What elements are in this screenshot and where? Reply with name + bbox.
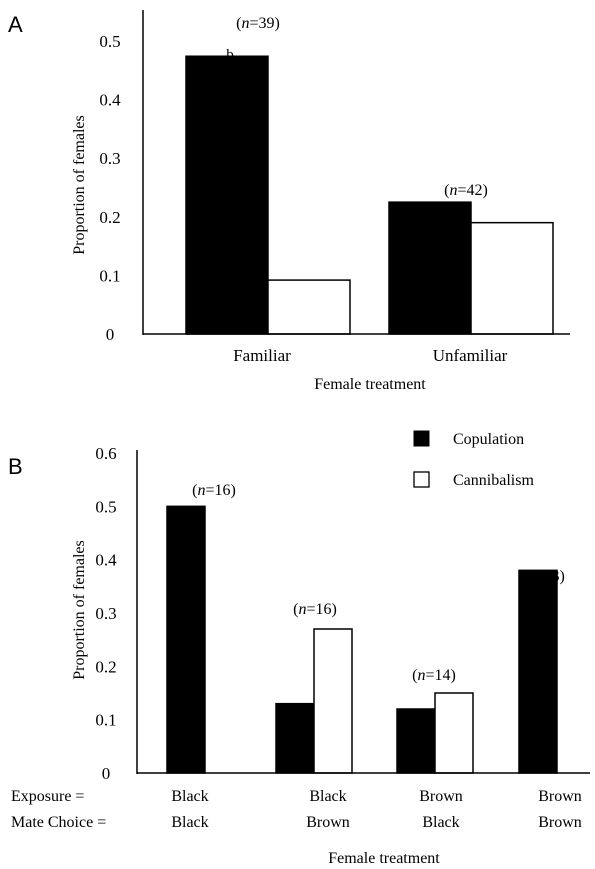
panel-b-bar-copulation-black-brown — [275, 702, 315, 774]
panel-a-ytick-1: 0.1 — [99, 266, 120, 285]
significance-letter-unfamiliar: a — [428, 199, 435, 215]
panel-a-ytick-4: 0.4 — [99, 91, 121, 110]
mate-choice-value-black-brown: Brown — [306, 814, 350, 831]
exposure-value-brown-black: Brown — [419, 788, 463, 805]
panel-b-sample-size-brown-brown: (n=13) — [521, 568, 565, 585]
panel-a-ylabel: Proportion of females — [71, 115, 88, 255]
panel-b-label: B — [8, 454, 23, 479]
exposure-value-brown-brown: Brown — [538, 788, 582, 805]
sample-size-unfamiliar: (n=42) — [444, 182, 488, 199]
panel-b-sample-size-black-black: (n=16) — [192, 482, 236, 499]
panel-b-ytick-0: 0 — [102, 764, 111, 783]
panel-a-ytick-2: 0.2 — [99, 208, 120, 227]
panel-b-category-labels: Black Black Black Brown Brown Black Brown Brown — [171, 788, 581, 831]
mate-choice-value-black-black: Black — [171, 814, 208, 831]
panel-a-bar-copulation-unfamiliar — [388, 201, 472, 335]
legend-label-copulation: Copulation — [453, 431, 524, 448]
legend-label-cannibalism: Cannibalism — [453, 472, 534, 489]
mate-choice-value-brown-black: Black — [422, 814, 459, 831]
panel-b-ytick-2: 0.2 — [95, 657, 116, 676]
panel-b-ylabel: Proportion of females — [71, 540, 88, 680]
sample-size-familiar: (n=39) — [236, 15, 280, 32]
panel-a: A Proportion of females 0 0.1 0.2 0.3 0.4 0.5… — [8, 10, 570, 393]
panel-a-bar-cannibalism-unfamiliar — [470, 221, 554, 335]
panel-b-bar-copulation-black-black — [166, 505, 206, 774]
legend: Copulation Cannibalism — [413, 430, 534, 489]
panel-b-sample-size-black-brown: (n=16) — [293, 601, 337, 618]
panel-a-ytick-labels: 0 0.1 0.2 0.3 0.4 0.5 — [99, 32, 121, 344]
category-unfamiliar: Unfamiliar — [433, 346, 508, 365]
panel-b: B Proportion of females 0 0.1 0.2 0.3 0.4 0.5… — [8, 430, 590, 867]
panel-b-bar-copulation-brown-black — [396, 708, 436, 774]
category-familiar: Familiar — [233, 346, 291, 365]
panel-b-bar-cannibalism-brown-black — [434, 692, 474, 774]
panel-b-ytick-labels: 0 0.1 0.2 0.3 0.4 0.5 0.6 — [95, 444, 117, 783]
panel-b-bar-copulation-brown-brown — [518, 569, 558, 774]
panel-b-ytick-4: 0.4 — [95, 551, 117, 570]
panel-b-sample-size-brown-black: (n=14) — [412, 667, 456, 684]
significance-letter-familiar: b — [226, 47, 234, 63]
panel-a-bar-copulation-familiar — [185, 55, 269, 335]
panel-b-ytick-3: 0.3 — [95, 604, 116, 623]
panel-a-ytick-3: 0.3 — [99, 149, 120, 168]
panel-b-xlabel: Female treatment — [328, 850, 440, 867]
mate-choice-value-brown-brown: Brown — [538, 814, 582, 831]
panel-a-xlabel: Female treatment — [314, 376, 426, 393]
panel-b-ytick-1: 0.1 — [95, 711, 116, 730]
panel-a-bars — [185, 55, 554, 335]
panel-b-ytick-6: 0.6 — [95, 444, 116, 463]
panel-a-label: A — [8, 12, 23, 37]
legend-swatch-copulation — [413, 430, 430, 447]
panel-b-bar-cannibalism-black-brown — [313, 628, 353, 774]
mate-choice-row-label: Mate Choice = — [11, 814, 106, 831]
exposure-row-label: Exposure = — [11, 788, 84, 805]
legend-swatch-cannibalism — [413, 471, 430, 488]
panel-a-bar-cannibalism-familiar — [267, 279, 351, 335]
panel-b-ytick-5: 0.5 — [95, 497, 116, 516]
panel-a-ytick-0: 0 — [106, 325, 115, 344]
panel-b-sample-sizes: (n=16) (n=16) (n=14) (n=13) — [192, 482, 565, 684]
panel-b-bars — [166, 505, 558, 774]
panel-a-ytick-5: 0.5 — [99, 32, 120, 51]
exposure-value-black-black: Black — [171, 788, 208, 805]
exposure-value-black-brown: Black — [309, 788, 346, 805]
